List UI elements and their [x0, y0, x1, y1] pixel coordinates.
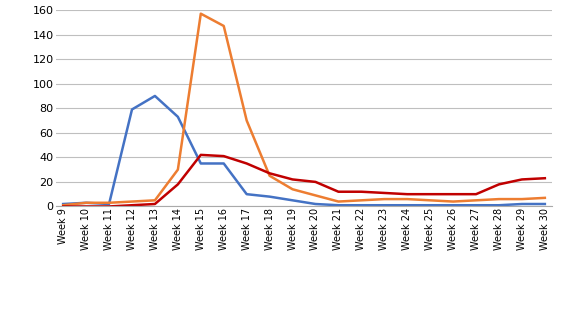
U.S. Northeast	[381, 197, 388, 201]
Italy	[198, 162, 204, 166]
Italy	[450, 203, 457, 207]
Italy	[175, 115, 181, 119]
U.S. Northeast	[473, 198, 480, 202]
U.S.	[243, 162, 250, 166]
U.S. Northeast	[404, 197, 410, 201]
U.S.	[358, 190, 365, 194]
U.S. Northeast	[175, 167, 181, 171]
Italy	[60, 202, 66, 206]
U.S.	[83, 204, 90, 208]
Line: U.S. Northeast: U.S. Northeast	[63, 14, 545, 205]
U.S.	[175, 182, 181, 186]
U.S. Northeast	[243, 119, 250, 123]
U.S.	[312, 180, 319, 184]
Italy	[106, 202, 113, 206]
Italy	[404, 203, 410, 207]
U.S.	[289, 177, 296, 181]
U.S.	[381, 191, 388, 195]
Italy	[495, 203, 502, 207]
Italy	[289, 198, 296, 202]
Italy	[542, 202, 548, 206]
U.S. Northeast	[542, 196, 548, 200]
Italy	[151, 94, 158, 98]
U.S.	[60, 204, 66, 208]
U.S. Northeast	[519, 197, 525, 201]
U.S.	[404, 192, 410, 196]
Italy	[335, 203, 342, 207]
U.S.	[128, 203, 135, 207]
U.S. Northeast	[128, 199, 135, 203]
U.S.	[519, 177, 525, 181]
Italy	[220, 162, 227, 166]
U.S.	[450, 192, 457, 196]
U.S. Northeast	[266, 174, 273, 178]
U.S.	[427, 192, 434, 196]
U.S. Northeast	[312, 193, 319, 197]
U.S.	[335, 190, 342, 194]
U.S. Northeast	[427, 198, 434, 202]
U.S.	[542, 176, 548, 180]
U.S.	[266, 171, 273, 175]
U.S.	[198, 153, 204, 157]
U.S. Northeast	[198, 12, 204, 16]
U.S. Northeast	[106, 201, 113, 205]
Italy	[128, 108, 135, 112]
U.S. Northeast	[358, 198, 365, 202]
Line: Italy: Italy	[63, 96, 545, 205]
Italy	[243, 192, 250, 196]
U.S.	[220, 154, 227, 158]
U.S.	[151, 202, 158, 206]
Line: U.S.: U.S.	[63, 155, 545, 206]
U.S. Northeast	[83, 201, 90, 205]
U.S.	[473, 192, 480, 196]
Italy	[358, 203, 365, 207]
Italy	[427, 203, 434, 207]
U.S. Northeast	[60, 203, 66, 207]
Italy	[312, 202, 319, 206]
Italy	[519, 202, 525, 206]
U.S. Northeast	[495, 197, 502, 201]
U.S. Northeast	[335, 199, 342, 203]
Italy	[473, 203, 480, 207]
Italy	[381, 203, 388, 207]
U.S.	[106, 204, 113, 208]
Italy	[266, 194, 273, 198]
Italy	[83, 201, 90, 205]
U.S. Northeast	[450, 199, 457, 203]
U.S.	[495, 182, 502, 186]
U.S. Northeast	[220, 24, 227, 28]
U.S. Northeast	[151, 198, 158, 202]
U.S. Northeast	[289, 187, 296, 191]
